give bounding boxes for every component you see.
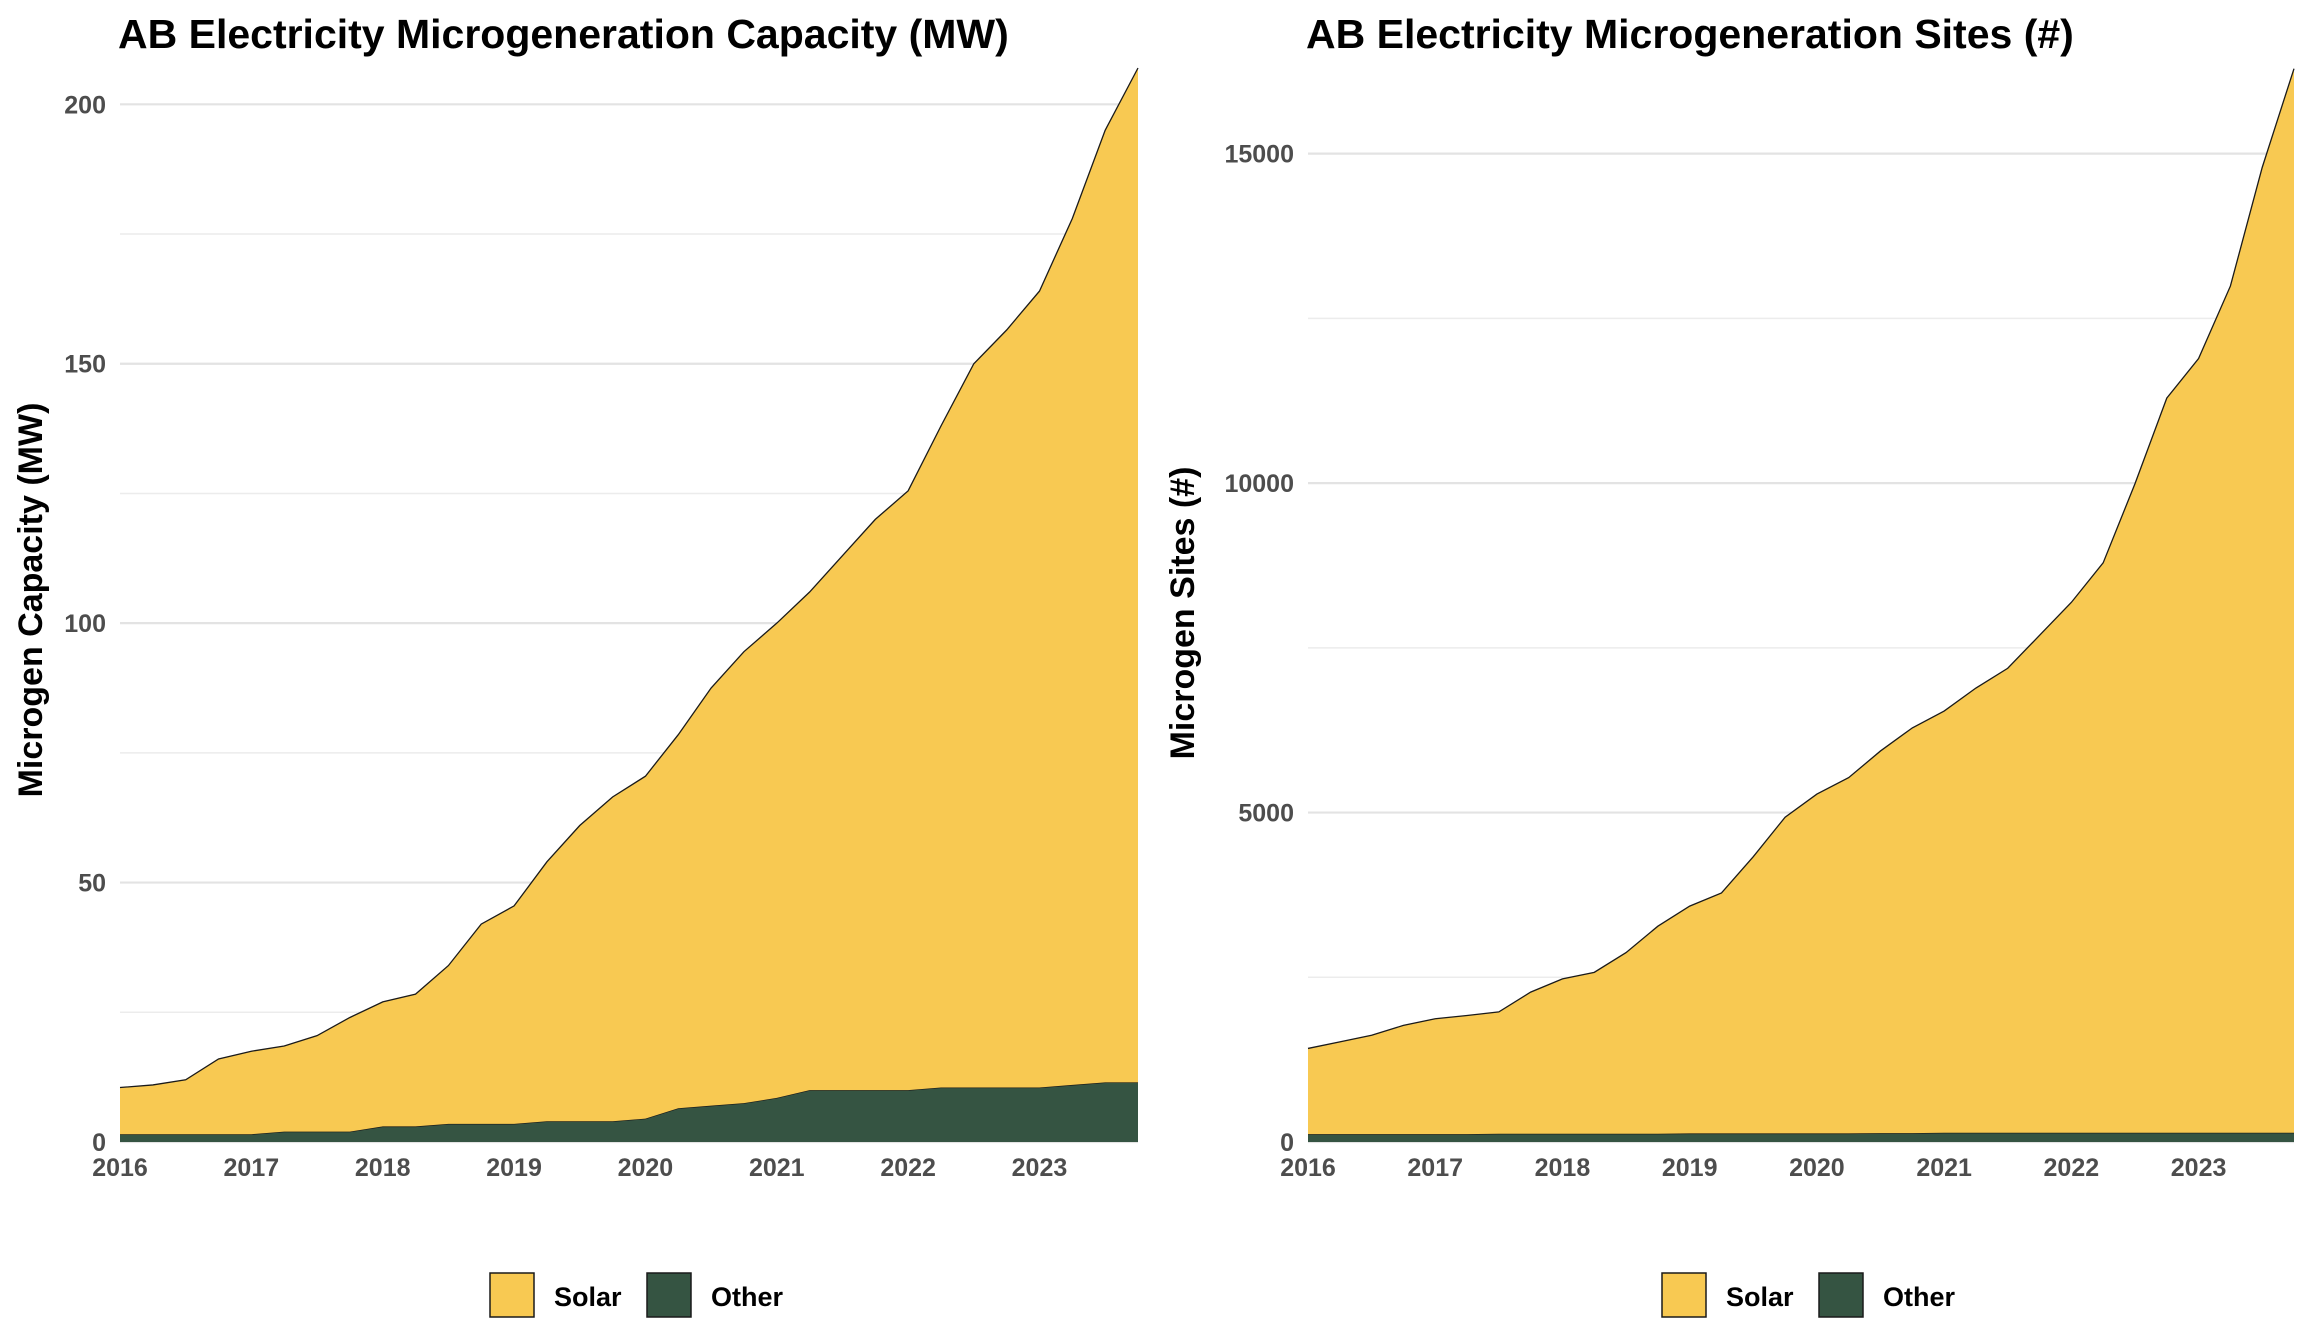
sites-legend-other-swatch	[1818, 1272, 1864, 1318]
capacity-legend-solar-swatch	[489, 1272, 535, 1318]
capacity-x-tick-label: 2018	[355, 1154, 411, 1182]
capacity-x-tick-label: 2020	[618, 1154, 674, 1182]
capacity-x-tick-labels: 2016 2017 2018 2019 2020 2021 2022 2023	[92, 1154, 1067, 1182]
sites-x-tick-label: 2020	[1789, 1154, 1845, 1182]
capacity-area-other	[120, 1082, 1138, 1142]
capacity-y-tick-label: 150	[64, 351, 106, 379]
capacity-chart-title: AB Electricity Microgeneration Capacity …	[118, 11, 1009, 57]
sites-y-tick-label: 10000	[1224, 470, 1294, 498]
sites-y-tick-labels: 0 5000 10000 15000	[1224, 141, 1294, 1157]
sites-x-tick-label: 2018	[1535, 1154, 1591, 1182]
sites-legend: Solar Other	[1661, 1272, 1956, 1318]
capacity-legend-solar-label: Solar	[554, 1282, 622, 1312]
capacity-y-tick-label: 0	[92, 1129, 106, 1157]
capacity-area-series	[119, 67, 1139, 1142]
sites-y-axis-label: Microgen Sites (#)	[1164, 467, 1202, 760]
sites-area-solar	[1308, 68, 2294, 1135]
capacity-legend: Solar Other	[489, 1272, 784, 1318]
capacity-x-tick-label: 2017	[224, 1154, 280, 1182]
capacity-legend-other-swatch	[646, 1272, 692, 1318]
capacity-y-tick-label: 50	[78, 870, 106, 898]
sites-area-outline-solar	[1307, 68, 2295, 1050]
sites-legend-solar-swatch	[1661, 1272, 1707, 1318]
capacity-x-tick-label: 2016	[92, 1154, 148, 1182]
capacity-x-tick-label: 2023	[1012, 1154, 1068, 1182]
sites-x-tick-label: 2022	[2044, 1154, 2100, 1182]
sites-chart-title: AB Electricity Microgeneration Sites (#)	[1306, 11, 2074, 57]
sites-area-other	[1308, 1132, 2294, 1142]
sites-x-tick-label: 2016	[1280, 1154, 1336, 1182]
capacity-y-tick-label: 200	[64, 91, 106, 119]
capacity-legend-other-label: Other	[711, 1282, 784, 1312]
capacity-area-solar	[120, 68, 1138, 1135]
capacity-x-tick-label: 2019	[486, 1154, 542, 1182]
capacity-x-tick-label: 2022	[880, 1154, 936, 1182]
capacity-y-axis-label: Microgen Capacity (MW)	[12, 403, 50, 798]
capacity-chart-panel: 0 50 100 150 200 2016 2017 2018 2019 2020 2021 202…	[12, 11, 1139, 1318]
sites-area-series	[1307, 68, 2295, 1142]
sites-y-tick-label: 5000	[1238, 800, 1294, 828]
sites-x-tick-labels: 2016 2017 2018 2019 2020 2021 2022 2023	[1280, 1154, 2226, 1182]
sites-x-tick-label: 2023	[2171, 1154, 2227, 1182]
sites-y-tick-label: 0	[1280, 1129, 1294, 1157]
sites-chart-panel: 0 5000 10000 15000 2016 2017 2018 2019 2020 2021…	[1164, 11, 2295, 1318]
capacity-y-tick-labels: 0 50 100 150 200	[64, 91, 106, 1157]
capacity-x-tick-label: 2021	[749, 1154, 805, 1182]
sites-x-tick-label: 2017	[1407, 1154, 1463, 1182]
sites-y-tick-label: 15000	[1224, 141, 1294, 169]
sites-x-tick-label: 2021	[1916, 1154, 1972, 1182]
capacity-y-tick-label: 100	[64, 610, 106, 638]
sites-x-tick-label: 2019	[1662, 1154, 1718, 1182]
sites-legend-solar-label: Solar	[1726, 1282, 1794, 1312]
capacity-area-outline-solar	[119, 67, 1139, 1089]
sites-legend-other-label: Other	[1883, 1282, 1956, 1312]
